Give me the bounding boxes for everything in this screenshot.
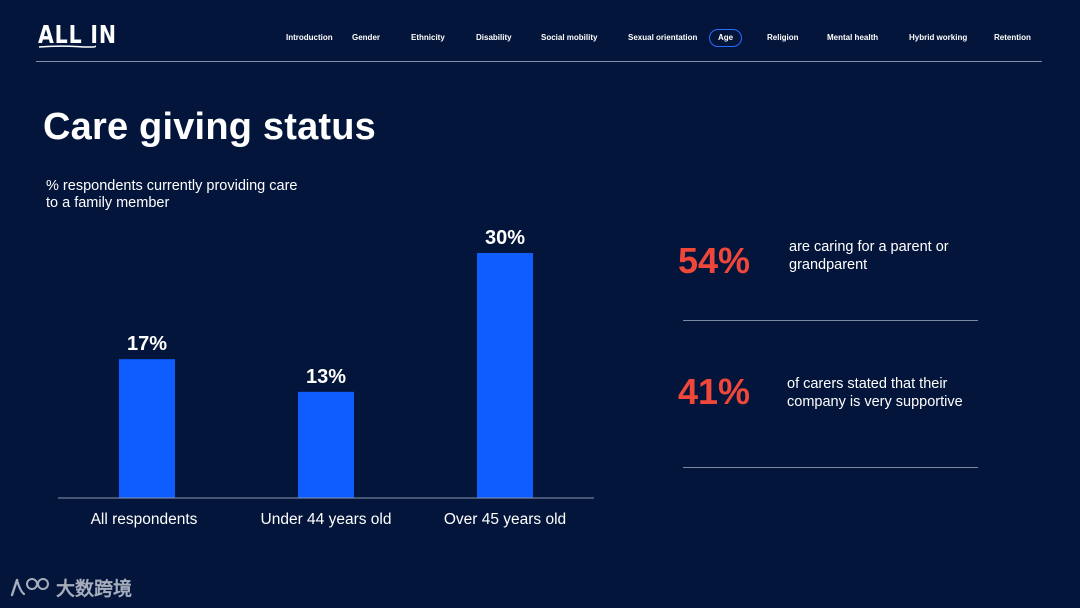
stat-value-parent-care: 54% (678, 240, 751, 281)
watermark-logo-icon (10, 578, 49, 597)
nav-sexual-orientation[interactable]: Sexual orientation (628, 33, 698, 42)
nav-social-mobility[interactable]: Social mobility (541, 33, 598, 42)
chart-subtitle: % respondents currently providing care t… (46, 178, 298, 211)
nav-religion[interactable]: Religion (767, 33, 799, 42)
nav-ethnicity[interactable]: Ethnicity (411, 33, 445, 42)
nav-gender[interactable]: Gender (352, 33, 381, 42)
category-label-3: Over 45 years old (444, 511, 566, 528)
bar-3 (477, 253, 533, 498)
top-navigation: Introduction Gender Ethnicity Disability… (0, 29, 1080, 49)
all-in-logo[interactable]: ALL IN (38, 20, 117, 49)
stat-text-parent-care: are caring for a parent or grandparent (789, 239, 949, 273)
bar-value-label-2: 13% (306, 366, 346, 388)
nav-age[interactable]: Age (709, 29, 743, 47)
header-divider (36, 61, 1042, 62)
nav-disability[interactable]: Disability (476, 33, 512, 42)
bar-1 (119, 359, 175, 498)
stat-value-company-support: 41% (678, 371, 751, 412)
watermark-text: 大数跨境 (56, 577, 133, 600)
nav-hybrid-working[interactable]: Hybrid working (909, 33, 968, 42)
stat-divider-1 (683, 320, 978, 321)
nav-mental-health[interactable]: Mental health (827, 33, 879, 42)
bar-value-label-1: 17% (127, 333, 167, 355)
nav-retention[interactable]: Retention (994, 33, 1031, 42)
stat-divider-2 (683, 467, 978, 468)
nav-introduction[interactable]: Introduction (286, 33, 333, 42)
logo-underline-stroke (38, 45, 96, 48)
category-label-1: All respondents (91, 511, 198, 528)
stat-text-company-support: of carers stated that their company is v… (787, 376, 963, 410)
page-title: Care giving status (43, 106, 377, 148)
watermark: 大数跨境 (8, 572, 132, 602)
category-label-2: Under 44 years old (261, 511, 392, 528)
bar-2 (298, 391, 354, 498)
bar-value-label-3: 30% (485, 227, 525, 249)
